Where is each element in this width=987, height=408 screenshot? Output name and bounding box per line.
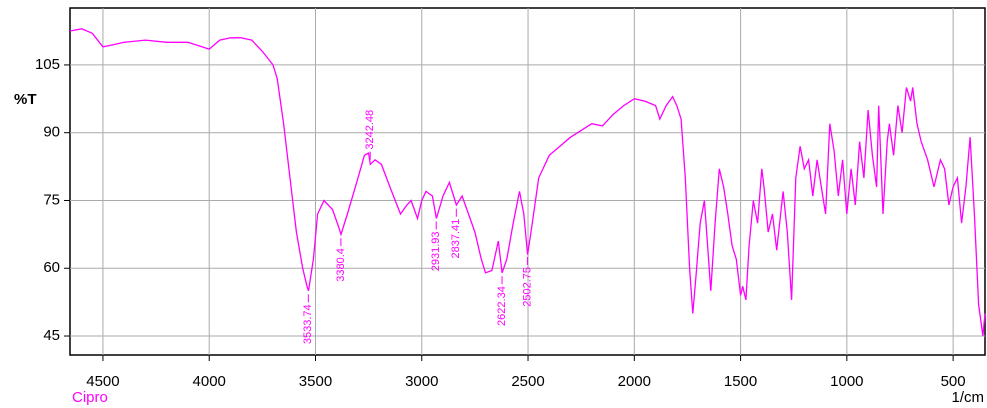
x-tick-label: 4500 — [86, 373, 119, 390]
x-tick-label: 3500 — [299, 373, 332, 390]
plot-frame — [69, 7, 986, 356]
x-tick-label: 4000 — [193, 373, 226, 390]
y-tick-label: 45 — [43, 327, 60, 344]
x-tick-label: 1000 — [830, 373, 863, 390]
peak-label: 2931.93 — [430, 231, 442, 271]
y-tick-label: 90 — [43, 124, 60, 141]
legend-entry: Cipro — [72, 389, 108, 406]
x-tick-label: 3000 — [405, 373, 438, 390]
peak-label: 2622.34 — [496, 286, 508, 326]
spectrum-line — [69, 28, 986, 337]
peak-label: 3533.74 — [302, 304, 314, 344]
y-tick-label: 60 — [43, 259, 60, 276]
x-axis-label: 1/cm — [951, 389, 984, 406]
y-axis-label: %T — [14, 91, 37, 108]
x-tick-label: 500 — [941, 373, 966, 390]
peak-label: 2502.75 — [521, 267, 533, 307]
peak-label: 3242.48 — [364, 110, 376, 150]
peak-label: 3380.4 — [335, 248, 347, 282]
y-tick-label: 75 — [43, 191, 60, 208]
x-tick-label: 2000 — [618, 373, 651, 390]
x-tick-label: 1500 — [724, 373, 757, 390]
x-tick-label: 2500 — [511, 373, 544, 390]
y-tick-label: 105 — [35, 56, 60, 73]
peak-label: 2837.41 — [450, 219, 462, 259]
